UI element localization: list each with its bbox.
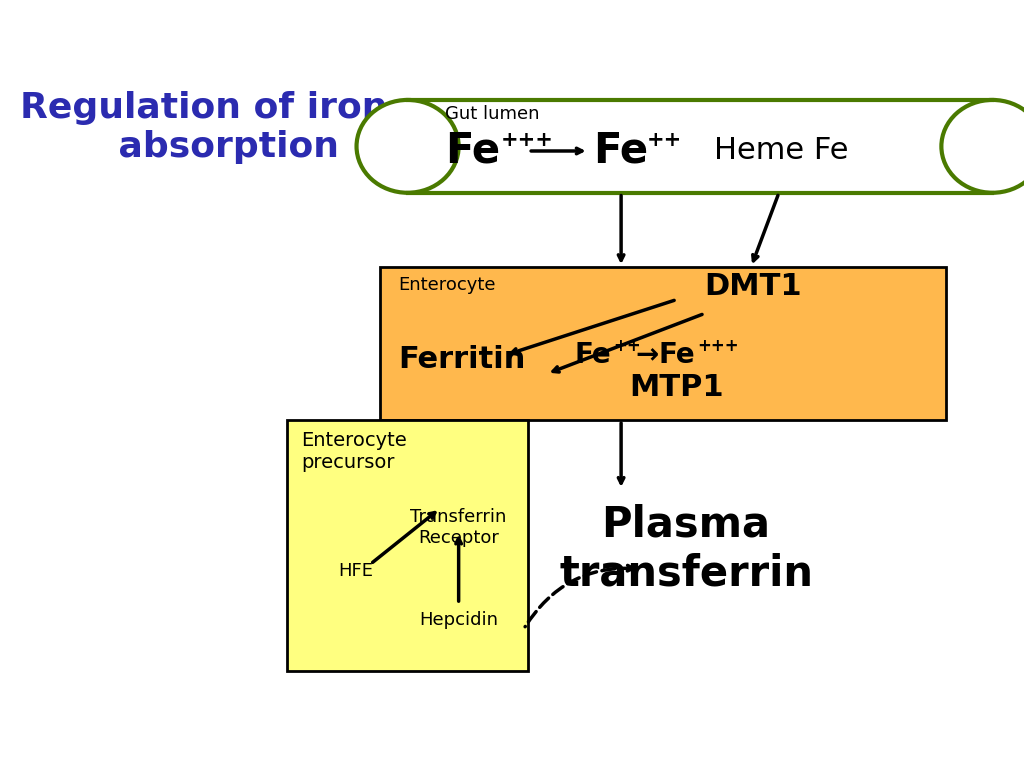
Text: Gut lumen: Gut lumen xyxy=(444,104,540,123)
Text: Hepcidin: Hepcidin xyxy=(419,611,498,629)
Text: Fe: Fe xyxy=(444,130,500,172)
Text: Regulation of iron: Regulation of iron xyxy=(19,91,387,124)
Text: Ferritin: Ferritin xyxy=(398,346,525,374)
Bar xyxy=(380,267,946,420)
Ellipse shape xyxy=(356,100,459,193)
Text: HFE: HFE xyxy=(338,561,373,580)
Text: Transferrin
Receptor: Transferrin Receptor xyxy=(411,508,507,547)
Text: +++: +++ xyxy=(501,130,553,150)
Bar xyxy=(287,420,528,671)
Text: Enterocyte
precursor: Enterocyte precursor xyxy=(301,432,407,472)
Text: ++: ++ xyxy=(647,130,682,150)
Text: Fe: Fe xyxy=(593,130,648,172)
Text: MTP1: MTP1 xyxy=(630,372,724,402)
Text: Fe: Fe xyxy=(658,341,695,369)
Text: →: → xyxy=(635,341,658,369)
Text: DMT1: DMT1 xyxy=(705,272,802,301)
Text: ++: ++ xyxy=(613,337,641,355)
Text: Heme Fe: Heme Fe xyxy=(714,137,849,165)
Text: Fe: Fe xyxy=(574,341,611,369)
Text: Plasma
transferrin: Plasma transferrin xyxy=(559,504,813,594)
Text: absorption: absorption xyxy=(68,130,339,164)
Bar xyxy=(408,100,992,193)
Text: +++: +++ xyxy=(697,337,739,355)
Ellipse shape xyxy=(941,100,1024,193)
Text: Enterocyte: Enterocyte xyxy=(398,276,496,294)
